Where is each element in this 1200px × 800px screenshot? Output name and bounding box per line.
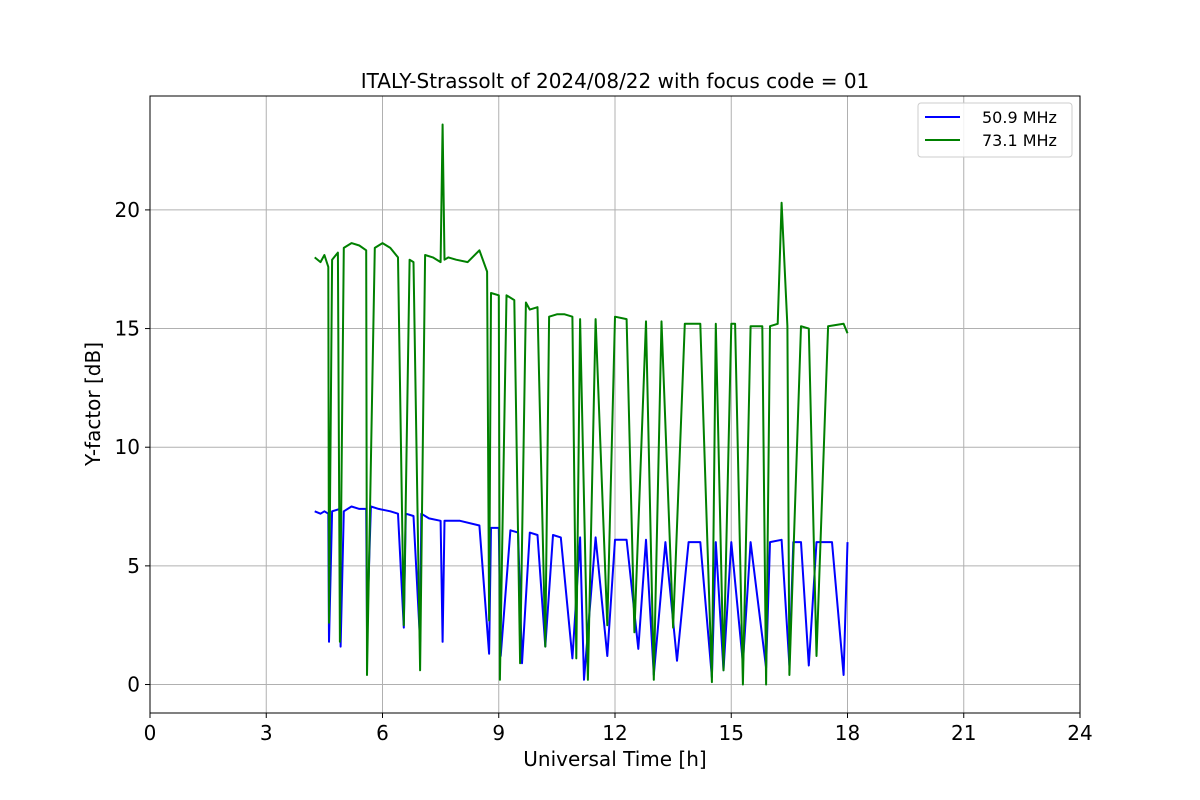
y-axis-title: Y-factor [dB] bbox=[81, 342, 105, 467]
y-tick-label: 5 bbox=[127, 554, 140, 578]
x-tick-label: 3 bbox=[260, 721, 273, 745]
x-tick-label: 9 bbox=[492, 721, 505, 745]
x-tick-label: 0 bbox=[144, 721, 157, 745]
legend-label-73-1-mhz: 73.1 MHz bbox=[982, 131, 1057, 150]
x-axis: 0 3 6 9 12 15 18 21 24 bbox=[144, 713, 1093, 745]
y-axis: 0 5 10 15 20 bbox=[115, 198, 150, 697]
x-tick-label: 24 bbox=[1067, 721, 1092, 745]
x-axis-title: Universal Time [h] bbox=[523, 747, 706, 771]
chart-title: ITALY-Strassolt of 2024/08/22 with focus… bbox=[361, 69, 870, 93]
y-tick-label: 20 bbox=[115, 198, 140, 222]
x-tick-label: 6 bbox=[376, 721, 389, 745]
legend-label-50-9-mhz: 50.9 MHz bbox=[982, 108, 1057, 127]
y-tick-label: 10 bbox=[115, 435, 140, 459]
x-tick-label: 21 bbox=[951, 721, 976, 745]
legend: 50.9 MHz 73.1 MHz bbox=[917, 102, 1073, 158]
x-tick-label: 12 bbox=[602, 721, 627, 745]
series-layer bbox=[314, 123, 849, 686]
series-line-73-1-mhz bbox=[314, 123, 849, 686]
x-tick-label: 15 bbox=[719, 721, 744, 745]
x-tick-label: 18 bbox=[835, 721, 860, 745]
y-tick-label: 0 bbox=[127, 673, 140, 697]
y-tick-label: 15 bbox=[115, 317, 140, 341]
